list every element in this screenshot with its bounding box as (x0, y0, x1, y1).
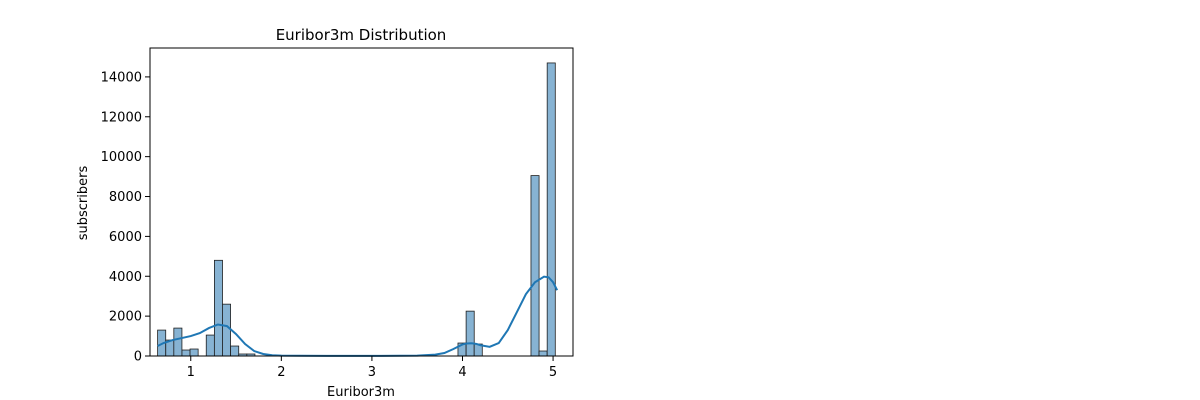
x-tick-label: 1 (187, 365, 195, 380)
x-axis-ticks: 1 2 3 4 5 (187, 356, 557, 380)
chart-title: Euribor3m Distribution (276, 26, 447, 44)
y-tick-label: 6000 (109, 230, 142, 245)
y-tick-label: 12000 (101, 110, 142, 125)
histogram-bars (157, 62, 556, 357)
plot-frame (149, 47, 574, 357)
y-tick-label: 14000 (101, 70, 142, 85)
y-tick-label: 2000 (109, 310, 142, 325)
x-axis-label: Euribor3m (327, 385, 395, 400)
y-axis-label: subscribers (76, 166, 91, 241)
x-tick-label: 3 (368, 365, 376, 380)
histogram-bar-17 (546, 62, 556, 357)
histogram-bar-4 (189, 348, 199, 357)
x-tick-label: 5 (549, 365, 557, 380)
y-tick-label: 8000 (109, 190, 142, 205)
histogram-bar-15 (530, 175, 540, 357)
histogram-bar-13 (465, 310, 475, 357)
histogram-bar-9 (230, 345, 240, 357)
y-axis-ticks: 0 2000 4000 6000 8000 10000 12000 14000 (101, 70, 150, 365)
y-tick-label: 0 (134, 350, 142, 365)
x-tick-label: 2 (277, 365, 285, 380)
histogram-bar-2 (173, 327, 183, 357)
histogram-bar-7 (214, 259, 223, 357)
y-tick-label: 10000 (101, 150, 142, 165)
histogram-bar-6 (205, 334, 215, 357)
y-tick-label: 4000 (109, 270, 142, 285)
histogram-bar-16 (538, 350, 548, 357)
x-tick-label: 4 (458, 365, 466, 380)
histogram-bar-8 (222, 303, 231, 357)
histogram-bar-3 (181, 349, 191, 357)
